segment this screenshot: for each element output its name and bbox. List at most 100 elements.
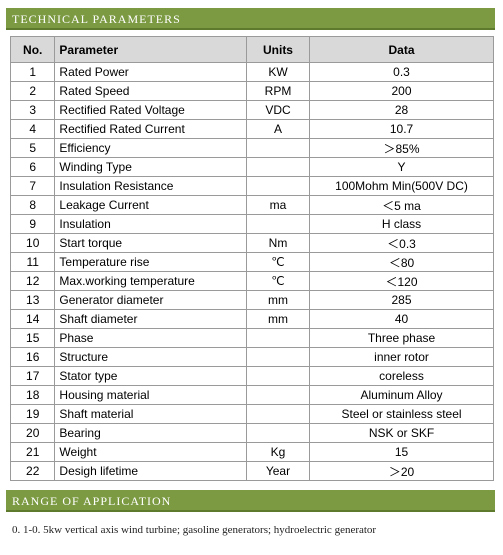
table-cell	[245, 347, 311, 367]
table-cell: H class	[309, 214, 494, 234]
table-cell: 4	[9, 119, 56, 139]
table-cell: ma	[245, 195, 311, 215]
table-cell: A	[245, 119, 311, 139]
table-row: 18 Housing material Aluminum Alloy	[9, 385, 494, 405]
table-cell: 2	[9, 81, 56, 101]
table-cell: 6	[9, 157, 56, 177]
table-cell: 15	[309, 442, 494, 462]
table-cell: 17	[9, 366, 56, 386]
section-header: TECHNICAL PARAMETERS	[6, 8, 495, 30]
table-row: 4 Rectified Rated Current A 10.7	[9, 119, 494, 139]
table-cell	[245, 157, 311, 177]
table-row: 7 Insulation Resistance 100Mohm Min(500V D…	[9, 176, 494, 196]
table-cell: 12	[9, 271, 56, 291]
table-row: 12 Max.working temperature ℃ ＜120	[9, 271, 494, 291]
table-row: 10 Start torque Nm ＜0.3	[9, 233, 494, 253]
table-row: 20 Bearing NSK or SKF	[9, 423, 494, 443]
table-cell: 285	[309, 290, 494, 310]
table-cell: Insulation	[54, 214, 247, 234]
table-cell	[245, 366, 311, 386]
table-cell: Rectified Rated Current	[54, 119, 247, 139]
table-cell: 10.7	[309, 119, 494, 139]
table-cell	[245, 404, 311, 424]
table-row: 3 Rectified Rated Voltage VDC 28	[9, 100, 494, 120]
table-cell: 200	[309, 81, 494, 101]
table-cell: 7	[9, 176, 56, 196]
table-cell	[245, 423, 311, 443]
table-cell	[245, 328, 311, 348]
table-row: 19 Shaft material Steel or stainless steel	[9, 404, 494, 424]
section-header: RANGE OF APPLICATION	[6, 490, 495, 512]
table-cell: 13	[9, 290, 56, 310]
table-cell: 28	[309, 100, 494, 120]
table-cell: Kg	[245, 442, 311, 462]
table-cell: Leakage Current	[54, 195, 247, 215]
table-row: 13 Generator diameter mm 285	[9, 290, 494, 310]
table-cell: Housing material	[54, 385, 247, 405]
table-row: 2 Rated Speed RPM 200	[9, 81, 494, 101]
table-cell: 3	[9, 100, 56, 120]
table-cell: mm	[245, 290, 311, 310]
table-cell: Stator type	[54, 366, 247, 386]
table-cell: ℃	[245, 252, 311, 272]
table-cell: RPM	[245, 81, 311, 101]
table-cell: Nm	[245, 233, 311, 253]
table-body: 1 Rated Power KW 0.3 2 Rated Speed RPM 200 3 Rect…	[9, 62, 494, 481]
table-cell: ＜5 ma	[309, 195, 494, 215]
table-cell: Three phase	[309, 328, 494, 348]
table-cell: Steel or stainless steel	[309, 404, 494, 424]
table-cell: Rated Speed	[54, 81, 247, 101]
table-row: 14 Shaft diameter mm 40	[9, 309, 494, 329]
column-header: Parameter	[54, 36, 247, 63]
table-cell: 0.3	[309, 62, 494, 82]
table-row: 5 Efficiency ＞85%	[9, 138, 494, 158]
table-cell	[245, 214, 311, 234]
table-cell	[245, 176, 311, 196]
table-cell: ＜120	[309, 271, 494, 291]
table-row: 9 Insulation H class	[9, 214, 494, 234]
table-cell: 16	[9, 347, 56, 367]
table-cell: 14	[9, 309, 56, 329]
table-row: 17 Stator type coreless	[9, 366, 494, 386]
table-cell: 21	[9, 442, 56, 462]
table-row: 21 Weight Kg 15	[9, 442, 494, 462]
table-cell: VDC	[245, 100, 311, 120]
table-cell: 15	[9, 328, 56, 348]
table-row: 15 Phase Three phase	[9, 328, 494, 348]
table-cell: 11	[9, 252, 56, 272]
table-cell: ＞85%	[309, 138, 494, 158]
table-cell: 40	[309, 309, 494, 329]
spec-table: No. Parameter Units Data 1 Rated Power KW 0.3 2…	[9, 36, 494, 481]
table-cell: ＞20	[309, 461, 494, 481]
table-cell: 9	[9, 214, 56, 234]
table-cell: 100Mohm Min(500V DC)	[309, 176, 494, 196]
table-cell: NSK or SKF	[309, 423, 494, 443]
table-cell: Desigh lifetime	[54, 461, 247, 481]
table-cell: mm	[245, 309, 311, 329]
table-cell: Temperature rise	[54, 252, 247, 272]
table-cell: 5	[9, 138, 56, 158]
column-header: Units	[245, 36, 311, 63]
table-cell: Aluminum Alloy	[309, 385, 494, 405]
table-cell: coreless	[309, 366, 494, 386]
table-row: 11 Temperature rise ℃ ＜80	[9, 252, 494, 272]
table-cell: Generator diameter	[54, 290, 247, 310]
table-cell: Weight	[54, 442, 247, 462]
table-cell: 20	[9, 423, 56, 443]
table-cell: ℃	[245, 271, 311, 291]
column-header: Data	[309, 36, 494, 63]
table-cell: Shaft material	[54, 404, 247, 424]
table-cell: Insulation Resistance	[54, 176, 247, 196]
table-cell: Year	[245, 461, 311, 481]
table-row: 8 Leakage Current ma ＜5 ma	[9, 195, 494, 215]
table-cell: 10	[9, 233, 56, 253]
column-header: No.	[9, 36, 56, 63]
table-cell: 1	[9, 62, 56, 82]
table-cell: KW	[245, 62, 311, 82]
table-cell: 19	[9, 404, 56, 424]
table-row: 22 Desigh lifetime Year ＞20	[9, 461, 494, 481]
table-cell: Efficiency	[54, 138, 247, 158]
table-row: 1 Rated Power KW 0.3	[9, 62, 494, 82]
table-cell: Structure	[54, 347, 247, 367]
table-cell: Bearing	[54, 423, 247, 443]
